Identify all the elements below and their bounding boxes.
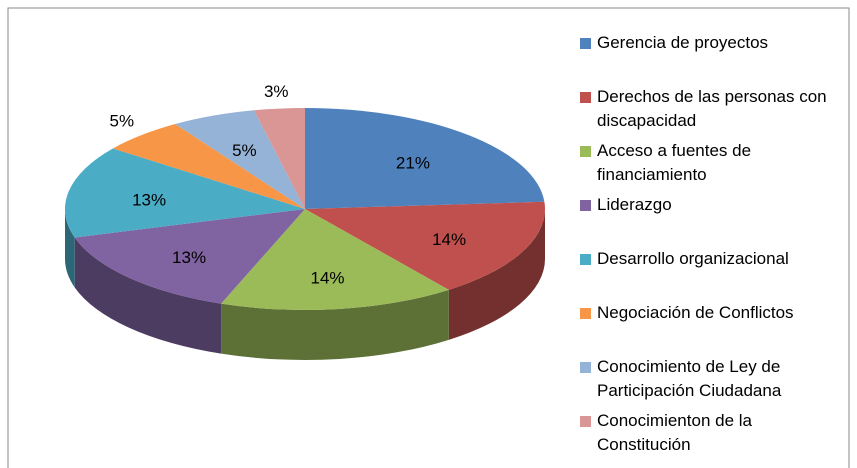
slice-side (448, 209, 545, 340)
legend-label: Gerencia de proyectos (597, 33, 769, 52)
legend-item: Negociación de Conflictos (580, 301, 842, 325)
legend-swatch (580, 308, 591, 319)
slice (74, 209, 306, 304)
legend-item: Conocimienton de la Constitución (580, 409, 842, 457)
legend-item: Liderazgo (580, 193, 842, 217)
data-label: 13% (132, 191, 166, 210)
legend-item: Acceso a fuentes de financiamiento (580, 139, 842, 187)
legend-label: Negociación de Conflictos (597, 303, 794, 322)
slice (65, 148, 306, 238)
legend-item: Derechos de las personas con discapacida… (580, 85, 842, 133)
slice-side (65, 209, 75, 288)
slice (175, 110, 305, 209)
legend-label: Liderazgo (597, 195, 672, 214)
legend-label: Desarrollo organizacional (597, 249, 789, 268)
legend-item: Gerencia de proyectos (580, 31, 842, 55)
legend-swatch (580, 200, 591, 211)
legend-swatch (580, 416, 591, 427)
slice-side (221, 289, 449, 360)
legend-swatch (580, 92, 591, 103)
slice (305, 201, 545, 290)
legend-label: Derechos de las personas con discapacida… (597, 87, 827, 130)
legend-swatch (580, 146, 591, 157)
legend-item: Desarrollo organizacional (580, 247, 842, 271)
legend-label: Conocimiento de Ley de Participación Ciu… (597, 357, 782, 400)
slice (253, 108, 305, 209)
data-label: 5% (110, 112, 135, 131)
data-label: 3% (264, 82, 289, 101)
legend-swatch (580, 254, 591, 265)
data-label: 13% (172, 248, 206, 267)
legend-swatch (580, 38, 591, 49)
chart-frame (7, 7, 850, 468)
data-label: 14% (311, 268, 345, 287)
slice (112, 124, 305, 209)
data-label: 21% (396, 154, 430, 173)
legend-label: Acceso a fuentes de financiamiento (597, 141, 752, 184)
legend-swatch (580, 362, 591, 373)
slice (305, 108, 545, 209)
legend-item: Conocimiento de Ley de Participación Ciu… (580, 355, 842, 403)
slice-side (74, 237, 222, 354)
data-label: 14% (432, 230, 466, 249)
legend-label: Conocimienton de la Constitución (597, 411, 752, 454)
data-label: 5% (232, 141, 257, 160)
slice (221, 209, 449, 311)
